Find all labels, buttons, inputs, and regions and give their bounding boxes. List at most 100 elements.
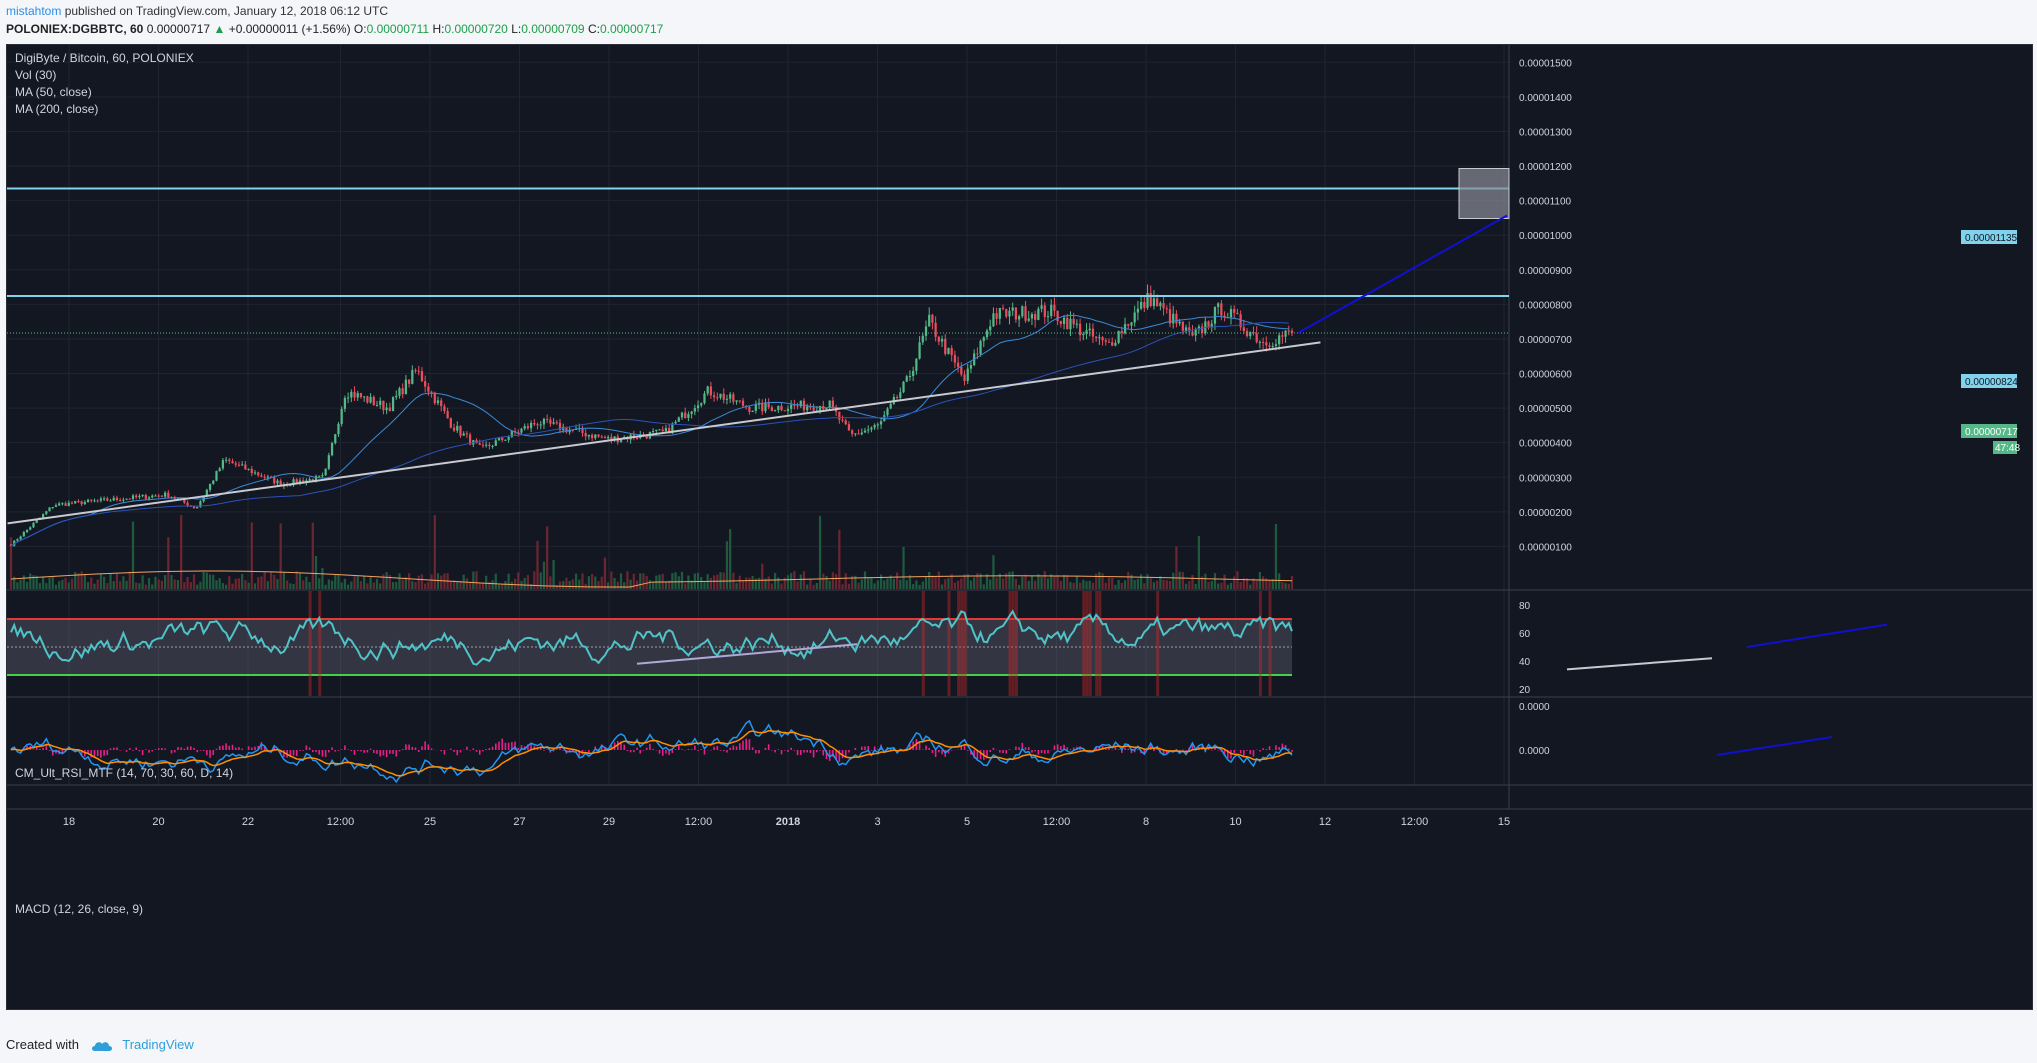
volume-bar — [212, 574, 215, 589]
macd-histogram-bar — [392, 750, 394, 754]
candle-body — [144, 494, 147, 499]
candle-body — [1252, 332, 1255, 334]
candle-body — [29, 527, 32, 530]
macd-histogram-bar — [552, 750, 555, 752]
chart-svg[interactable]: 0.00000100 0.00000200 0.00000300 0.00000400… — [7, 45, 2032, 1009]
candle-body — [1287, 330, 1290, 332]
volume-bar — [151, 584, 154, 589]
volume-bar — [1290, 576, 1294, 589]
time-tick-label: 29 — [603, 816, 615, 828]
macd-histogram-bar — [1034, 750, 1036, 752]
macd-histogram-bar — [1284, 745, 1287, 750]
candle-body — [764, 403, 767, 412]
macd-histogram-bar — [279, 750, 282, 754]
candle-body — [1217, 303, 1220, 308]
volume-bar — [234, 578, 237, 589]
candle-body — [732, 394, 735, 402]
candle-body — [96, 500, 99, 502]
volume-bar — [562, 581, 565, 589]
volume-bar — [375, 579, 379, 589]
volume-bar — [947, 577, 950, 589]
volume-bar — [950, 574, 953, 589]
resistance-high-tag — [1961, 230, 2017, 244]
candle-body — [1236, 312, 1239, 315]
macd-histogram-bar — [42, 747, 44, 750]
volume-bar — [359, 581, 363, 589]
macd-histogram-bar — [539, 746, 542, 750]
macd-histogram-bar — [1047, 750, 1049, 754]
candle-body — [1117, 330, 1120, 343]
macd-histogram-bar — [408, 744, 410, 750]
candle-body — [90, 499, 93, 501]
candle-body — [520, 428, 523, 433]
macd-histogram-bar — [629, 750, 632, 753]
candle-body — [594, 434, 597, 439]
candle-body — [1017, 316, 1021, 320]
macd-histogram-bar — [215, 748, 218, 750]
macd-histogram-bar — [575, 750, 577, 753]
macd-histogram-bar — [966, 750, 969, 751]
candle-body — [899, 392, 902, 398]
chart-area[interactable]: 0.00000100 0.00000200 0.00000300 0.00000400… — [6, 44, 2033, 1010]
volume-bar — [1287, 583, 1290, 589]
macd-histogram-bar — [395, 750, 398, 757]
volume-bar — [616, 581, 619, 589]
volume-bar — [680, 571, 684, 589]
volume-bar — [973, 577, 976, 589]
macd-histogram-bar — [1239, 750, 1242, 754]
volume-bar — [456, 580, 459, 589]
volume-bar — [154, 576, 157, 589]
volume-bar — [1136, 578, 1140, 589]
volume-bar — [1114, 584, 1117, 589]
volume-bar — [1200, 576, 1204, 589]
volume-bar — [141, 575, 144, 589]
volume-bar — [99, 573, 103, 589]
macd-histogram-bar — [668, 750, 670, 756]
volume-bar — [979, 573, 982, 589]
candle-body — [289, 485, 292, 487]
macd-histogram-bar — [55, 750, 57, 754]
author-link[interactable]: mistahtom — [6, 4, 62, 18]
volume-bar — [199, 581, 202, 589]
volume-bar — [574, 573, 578, 589]
volume-bar — [841, 584, 844, 589]
candle-body — [635, 437, 639, 439]
volume-bar — [1236, 571, 1239, 589]
volume-bar — [806, 584, 809, 589]
candle-body — [873, 425, 876, 428]
macd-histogram-bar — [382, 750, 385, 756]
volume-bar — [587, 576, 591, 589]
candle-body — [857, 433, 860, 435]
volume-bar — [905, 580, 908, 589]
volume-bar — [1162, 579, 1165, 589]
candle-body — [979, 340, 982, 355]
volume-bar — [340, 582, 343, 589]
volume-bar — [115, 573, 119, 589]
volume-bar — [472, 571, 475, 589]
macd-histogram-bar — [694, 745, 696, 750]
macd-histogram-bar — [135, 747, 138, 750]
macd-histogram-bar — [228, 745, 231, 750]
volume-bar — [170, 575, 173, 589]
candle-body — [1172, 313, 1175, 324]
volume-bar — [1191, 574, 1194, 589]
candle-body — [680, 412, 684, 418]
macd-histogram-bar — [1024, 747, 1027, 750]
candle-body — [1268, 345, 1271, 347]
macd-histogram-bar — [793, 750, 796, 751]
macd-histogram-bar — [1268, 746, 1271, 750]
candle-body — [250, 468, 253, 474]
macd-histogram-bar — [196, 750, 199, 753]
macd-histogram-bar — [472, 748, 475, 750]
volume-bar — [430, 574, 433, 589]
candle-body — [863, 430, 867, 433]
time-tick-label: 12:00 — [1043, 816, 1071, 828]
candle-body — [851, 430, 854, 434]
candle-body — [1053, 304, 1056, 311]
volume-bar — [1274, 523, 1278, 589]
macd-histogram-bar — [1275, 745, 1277, 750]
candle-body — [1242, 327, 1245, 332]
tradingview-link[interactable]: TradingView — [122, 1037, 194, 1052]
volume-bar — [745, 577, 748, 589]
volume-bar — [940, 584, 944, 589]
